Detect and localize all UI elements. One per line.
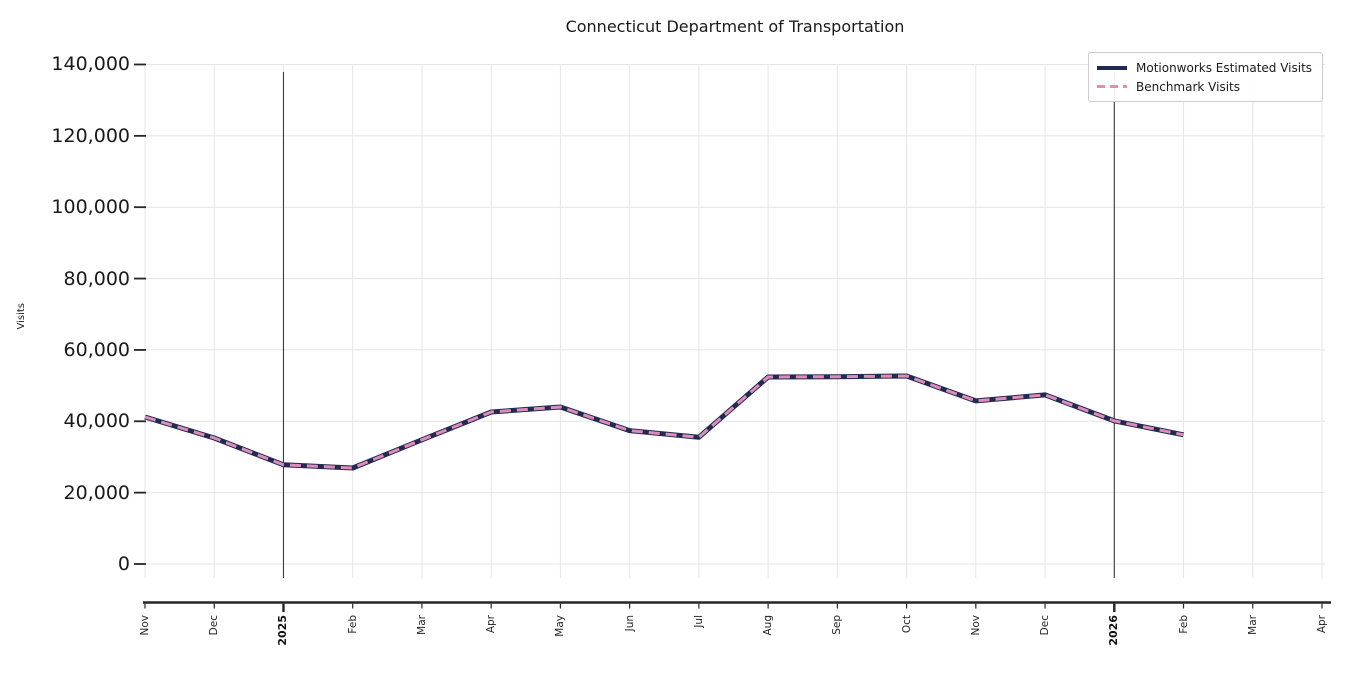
- x-tick-label: Feb: [1177, 615, 1190, 634]
- x-tick-label: Nov: [969, 615, 982, 636]
- legend-item-benchmark: Benchmark Visits: [1097, 77, 1312, 96]
- solid-line-swatch-icon: [1097, 65, 1127, 70]
- legend-label: Benchmark Visits: [1136, 79, 1240, 94]
- legend-item-motionworks: Motionworks Estimated Visits: [1097, 58, 1312, 77]
- dashed-line-swatch-icon: [1097, 84, 1127, 89]
- x-tick-label: Jun: [623, 615, 636, 632]
- legend-label: Motionworks Estimated Visits: [1136, 60, 1313, 75]
- x-tick-label: Sep: [831, 615, 844, 635]
- x-tick-label: Apr: [485, 615, 498, 634]
- x-tick-label: Dec: [1039, 615, 1052, 636]
- y-tick-label: 140,000: [51, 53, 130, 76]
- y-tick-label: 100,000: [51, 196, 130, 219]
- x-tick-label: Dec: [208, 615, 221, 636]
- x-tick-label: Oct: [900, 615, 913, 634]
- y-tick-label: 40,000: [63, 410, 130, 433]
- series-line-benchmark: [144, 374, 1184, 470]
- x-tick-label: Nov: [139, 615, 151, 636]
- y-tick-label: 0: [117, 553, 130, 575]
- x-tick-label: May: [554, 615, 567, 637]
- y-tick-label: 80,000: [63, 267, 130, 290]
- x-tick-label: Jul: [692, 615, 705, 628]
- x-tick-label: Aug: [762, 615, 775, 636]
- y-tick-label: 120,000: [51, 124, 130, 147]
- y-tick-label: 60,000: [63, 338, 130, 361]
- x-tick-label: 2026: [1107, 615, 1121, 646]
- x-tick-label: Mar: [415, 615, 428, 635]
- x-tick-label: Mar: [1246, 615, 1259, 635]
- chart-title: Connecticut Department of Transportation: [565, 17, 905, 36]
- x-tick-label: Feb: [346, 615, 359, 634]
- y-tick-label: 20,000: [63, 481, 130, 504]
- series-line-motionworks: [144, 373, 1184, 471]
- legend: Motionworks Estimated Visits Benchmark V…: [1088, 52, 1324, 102]
- x-tick-label: Apr: [1315, 615, 1328, 634]
- x-tick-label: 2025: [276, 615, 290, 646]
